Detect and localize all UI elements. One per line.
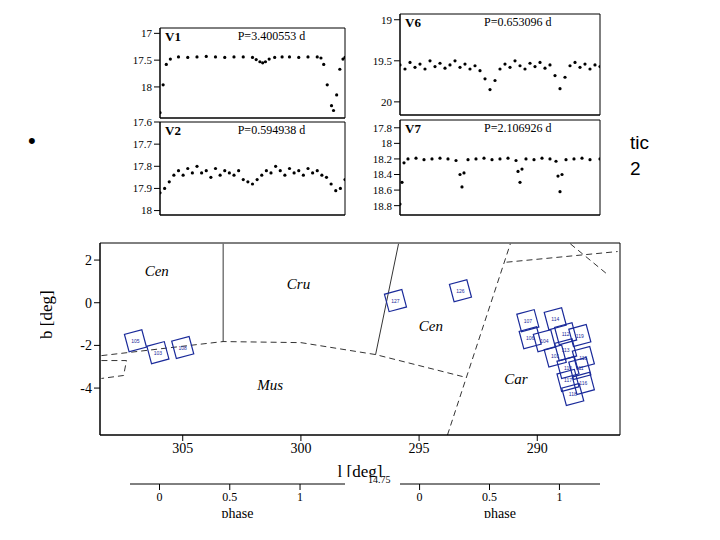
html-text:P=0.594938 d: P=0.594938 d	[237, 123, 306, 137]
svg-text:Cen: Cen	[419, 318, 443, 334]
svg-text:18: 18	[141, 81, 153, 93]
svg-text:104: 104	[540, 338, 549, 344]
svg-text:20: 20	[381, 96, 393, 108]
html-text:V2: V2	[165, 123, 181, 138]
html-text:P=2.106926 d: P=2.106926 d	[484, 121, 552, 135]
svg-text:2: 2	[85, 253, 92, 268]
svg-text:17.6: 17.6	[133, 116, 153, 128]
svg-text:18: 18	[381, 137, 393, 149]
svg-text:18.6: 18.6	[373, 184, 393, 196]
svg-text:17.7: 17.7	[133, 138, 153, 150]
svg-text:18.2: 18.2	[373, 153, 392, 165]
svg-text:111: 111	[576, 365, 584, 371]
svg-text:1: 1	[556, 490, 562, 504]
svg-text:18.8: 18.8	[373, 200, 393, 212]
svg-text:107: 107	[524, 318, 533, 324]
svg-text:290: 290	[527, 441, 548, 456]
svg-text:103: 103	[154, 350, 163, 356]
svg-text:0.5: 0.5	[222, 490, 237, 504]
svg-text:105: 105	[131, 338, 140, 344]
svg-text:300: 300	[290, 441, 311, 456]
html-text:tic: tic	[630, 132, 649, 153]
svg-text:112: 112	[562, 331, 570, 337]
svg-text:17.9: 17.9	[133, 182, 153, 194]
svg-text:17.8: 17.8	[133, 160, 153, 172]
html-text:14.75: 14.75	[368, 474, 391, 485]
html-text:V1: V1	[165, 29, 181, 44]
svg-text:Cru: Cru	[287, 276, 310, 292]
svg-text:b [deg]: b [deg]	[40, 290, 56, 339]
svg-text:295: 295	[409, 441, 430, 456]
html-text:2: 2	[630, 158, 641, 179]
svg-text:Cen: Cen	[145, 263, 169, 279]
html-text:V7: V7	[405, 121, 421, 136]
html-text:V6: V6	[405, 15, 421, 30]
svg-text:-4: -4	[80, 381, 92, 396]
svg-text:Car: Car	[504, 371, 528, 387]
svg-text:118: 118	[569, 391, 577, 397]
svg-text:126: 126	[456, 288, 465, 294]
svg-text:127: 127	[391, 298, 400, 304]
svg-text:0: 0	[157, 490, 163, 504]
svg-text:113: 113	[561, 346, 570, 353]
svg-text:-2: -2	[80, 338, 92, 353]
svg-text:108: 108	[179, 345, 188, 351]
svg-text:phase: phase	[484, 506, 516, 518]
svg-text:115: 115	[579, 354, 588, 361]
svg-text:17.8: 17.8	[373, 122, 393, 134]
svg-text:0.5: 0.5	[482, 490, 497, 504]
html-text:P=0.653096 d: P=0.653096 d	[484, 15, 552, 29]
svg-text:18: 18	[141, 204, 153, 216]
svg-text:17.5: 17.5	[133, 54, 153, 66]
svg-text:17: 17	[141, 27, 153, 39]
svg-text:116: 116	[579, 380, 587, 386]
svg-text:Mus: Mus	[256, 377, 283, 393]
svg-text:18.4: 18.4	[373, 168, 393, 180]
svg-text:19: 19	[381, 14, 393, 26]
svg-text:101: 101	[551, 353, 560, 359]
svg-text:1: 1	[297, 490, 303, 504]
svg-text:110: 110	[564, 364, 572, 371]
svg-text:119: 119	[576, 333, 584, 339]
svg-text:0: 0	[417, 490, 423, 504]
svg-text:305: 305	[172, 441, 193, 456]
svg-text:phase: phase	[222, 506, 254, 518]
html-text:P=3.400553 d: P=3.400553 d	[237, 29, 306, 43]
svg-text:0: 0	[85, 296, 92, 311]
svg-text:114: 114	[551, 316, 559, 322]
svg-text:19.5: 19.5	[373, 55, 393, 67]
svg-text:106: 106	[526, 334, 535, 341]
svg-text:117: 117	[564, 377, 572, 383]
